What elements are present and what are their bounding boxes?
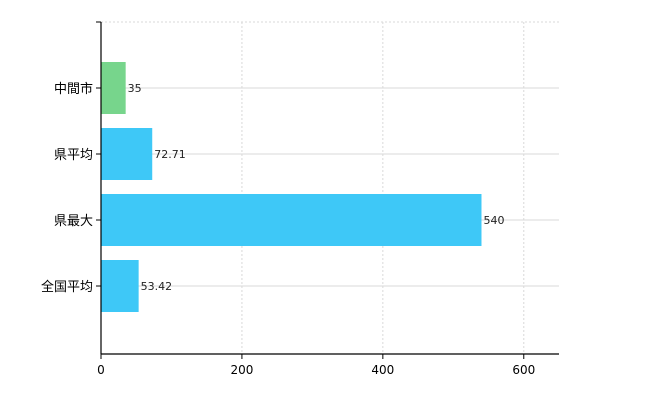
data-label-3: 53.42 [141, 280, 173, 293]
x-tick-label-3: 600 [512, 363, 535, 377]
bar-layer [101, 62, 482, 312]
y-tick-label-3: 全国平均 [41, 279, 93, 295]
data-label-0: 35 [128, 82, 142, 95]
y-tick-label-1: 県平均 [54, 148, 93, 163]
y-tick-label-2: 県最大 [54, 214, 93, 229]
bar-0 [101, 62, 126, 114]
x-tick-label-2: 400 [371, 363, 394, 377]
bar-3 [101, 260, 139, 312]
bar-2 [101, 194, 482, 246]
x-tick-label-1: 200 [230, 363, 253, 377]
grid-layer [101, 21, 559, 354]
x-tick-label-0: 0 [97, 363, 105, 377]
bar-1 [101, 128, 153, 180]
data-label-2: 540 [483, 214, 504, 227]
y-tick-label-0: 中間市 [54, 81, 93, 97]
axis-layer [96, 21, 559, 359]
data-label-1: 72.71 [154, 148, 186, 161]
